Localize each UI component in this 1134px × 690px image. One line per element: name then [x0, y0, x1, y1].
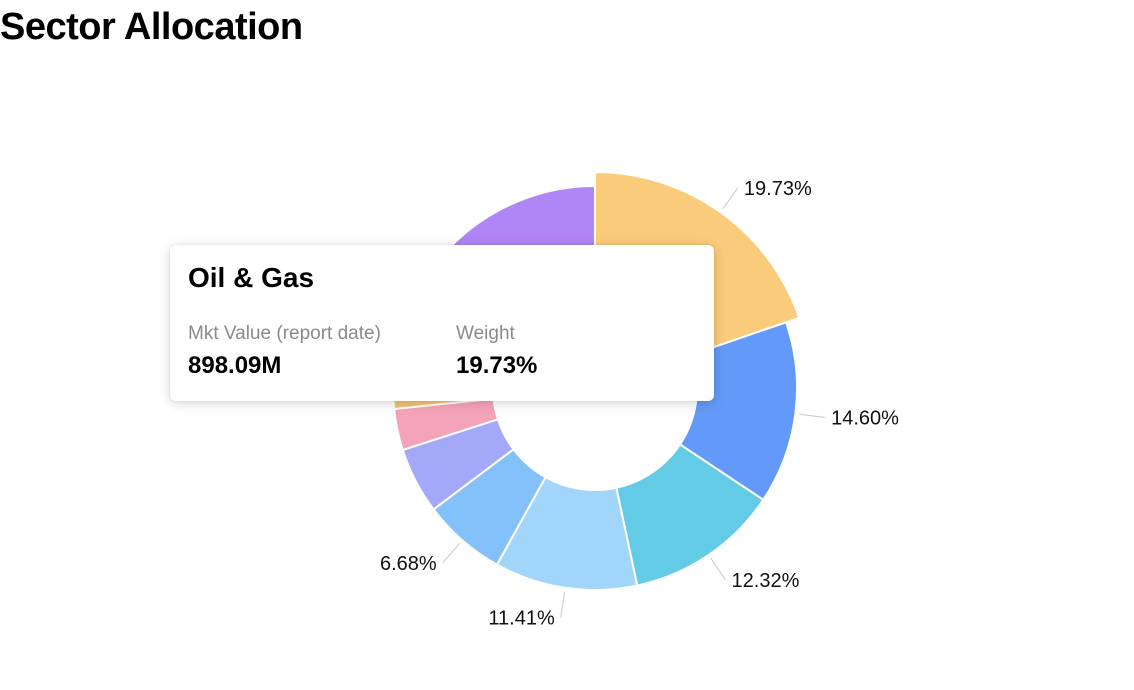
tooltip-weight-label: Weight: [456, 323, 515, 344]
label-leader-line-3: [560, 591, 566, 618]
tooltip-mkt-value-label: Mkt Value (report date): [188, 323, 381, 344]
page-title: Sector Allocation: [0, 6, 303, 48]
tooltip-title: Oil & Gas: [188, 262, 315, 293]
tooltip-weight: 19.73%: [456, 352, 538, 379]
label-leader-line-1: [799, 413, 826, 419]
data-label-0: 19.73%: [744, 178, 812, 200]
data-label-1: 14.60%: [831, 408, 899, 430]
labels-layer: 19.73% 14.60% 12.32% 11.41% 6.68%: [380, 178, 899, 630]
tooltip-mkt-value: 898.09M: [188, 352, 282, 379]
label-leader-line-2: [710, 557, 727, 581]
data-label-4: 6.68%: [380, 553, 437, 575]
data-label-3: 11.41%: [488, 607, 555, 629]
chart-tooltip: Oil & Gas Mkt Value (report date) 898.09…: [170, 245, 714, 401]
label-leader-line-0: [722, 187, 739, 210]
data-label-2: 12.32%: [732, 570, 800, 592]
label-leader-line-4: [442, 542, 461, 564]
